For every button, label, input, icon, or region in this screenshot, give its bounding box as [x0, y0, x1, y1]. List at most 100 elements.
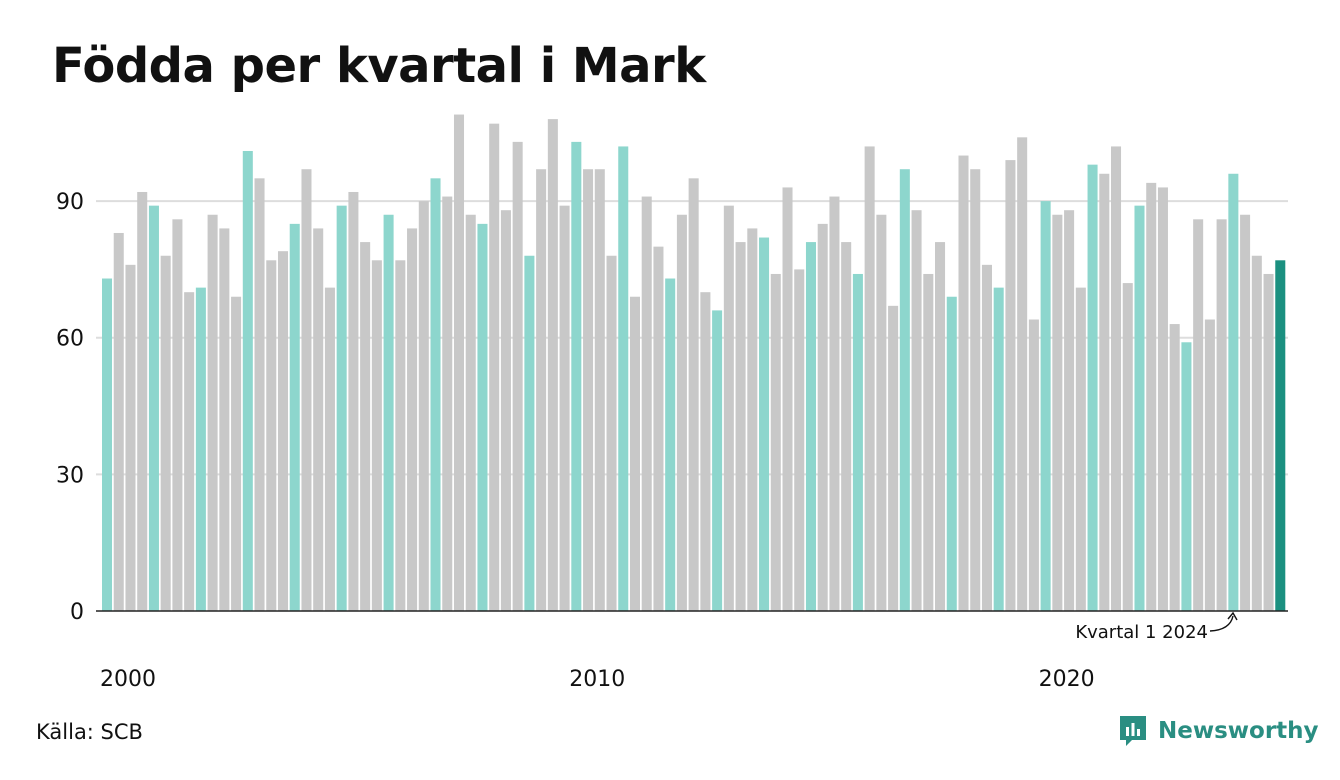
bar — [160, 255, 171, 611]
source-note: Källa: SCB — [36, 720, 143, 744]
bar — [395, 260, 406, 611]
bar — [113, 232, 124, 611]
bar — [348, 191, 359, 612]
bar — [336, 205, 347, 611]
bar — [1087, 164, 1098, 611]
axis-labels: 0 30 60 90 2000 2010 2020 — [56, 190, 1095, 692]
bar — [1134, 205, 1145, 611]
bar — [442, 196, 453, 612]
bar — [1017, 137, 1028, 611]
y-tick-label: 90 — [56, 190, 84, 215]
bar — [571, 141, 582, 611]
bar — [1240, 214, 1251, 611]
bar — [324, 287, 335, 611]
bar — [747, 228, 758, 612]
bar — [653, 246, 664, 611]
bar — [266, 260, 277, 611]
brand-name: Newsworthy — [1158, 718, 1319, 744]
bar — [219, 228, 230, 612]
y-tick-label: 60 — [56, 327, 84, 352]
bar — [1099, 173, 1110, 611]
bar — [477, 223, 488, 612]
bar — [899, 169, 910, 611]
bar — [1228, 173, 1239, 611]
annotation-arrowhead — [1227, 611, 1238, 621]
bar — [547, 119, 558, 612]
annotation: Kvartal 1 2024 — [1075, 611, 1238, 643]
bar — [254, 178, 265, 611]
bar — [137, 191, 148, 612]
bar — [888, 305, 899, 611]
bar — [1052, 214, 1063, 611]
y-tick-label: 0 — [70, 600, 84, 625]
bar — [817, 223, 828, 612]
chart-title: Födda per kvartal i Mark — [52, 38, 706, 94]
bar — [981, 264, 992, 611]
bar — [195, 287, 206, 611]
bar — [993, 287, 1004, 611]
bar — [641, 196, 652, 612]
annotation-label: Kvartal 1 2024 — [1075, 622, 1208, 643]
bar — [1275, 260, 1286, 611]
bar — [688, 178, 699, 611]
bar — [1157, 187, 1168, 611]
bar — [1251, 255, 1262, 611]
bar — [289, 223, 300, 612]
x-tick-label: 2020 — [1039, 667, 1095, 692]
bar — [1263, 273, 1274, 611]
bar — [418, 201, 429, 611]
bar — [1193, 219, 1204, 611]
bar — [841, 242, 852, 611]
bar — [852, 273, 863, 611]
bar — [1005, 160, 1016, 611]
bar — [735, 242, 746, 611]
bar — [489, 123, 500, 611]
bar — [805, 242, 816, 611]
bar — [770, 273, 781, 611]
bar — [923, 273, 934, 611]
bar — [946, 296, 957, 611]
bar — [125, 264, 136, 611]
bar — [512, 141, 523, 611]
bar — [1064, 210, 1075, 611]
bars — [102, 114, 1286, 612]
x-tick-label: 2010 — [569, 667, 625, 692]
bar — [629, 296, 640, 611]
bar — [958, 155, 969, 612]
bar — [782, 187, 793, 611]
bar — [829, 196, 840, 612]
annotation-arrow — [1209, 615, 1234, 632]
bar — [524, 255, 535, 611]
bar — [1075, 287, 1086, 611]
bar — [1181, 342, 1192, 611]
bar — [794, 269, 805, 611]
bar — [536, 169, 547, 611]
bar — [383, 214, 394, 611]
bar — [1216, 219, 1227, 611]
bar — [970, 169, 981, 611]
bar — [583, 169, 594, 611]
x-tick-label: 2000 — [100, 667, 156, 692]
bar — [301, 169, 312, 611]
bar — [172, 219, 183, 611]
bar — [1204, 319, 1215, 611]
bar — [231, 296, 242, 611]
bar — [500, 210, 511, 611]
brand-logo: Newsworthy — [1118, 714, 1319, 748]
bar — [407, 228, 418, 612]
bar — [594, 169, 605, 611]
bar — [700, 292, 711, 611]
bar — [864, 146, 875, 611]
bar — [102, 278, 113, 611]
bar — [935, 242, 946, 611]
bar — [911, 210, 922, 611]
bar — [876, 214, 887, 611]
bar — [1146, 182, 1157, 611]
bar — [606, 255, 617, 611]
bar — [723, 205, 734, 611]
bar — [184, 292, 195, 611]
bar — [759, 237, 770, 611]
bar — [676, 214, 687, 611]
bar — [430, 178, 441, 611]
